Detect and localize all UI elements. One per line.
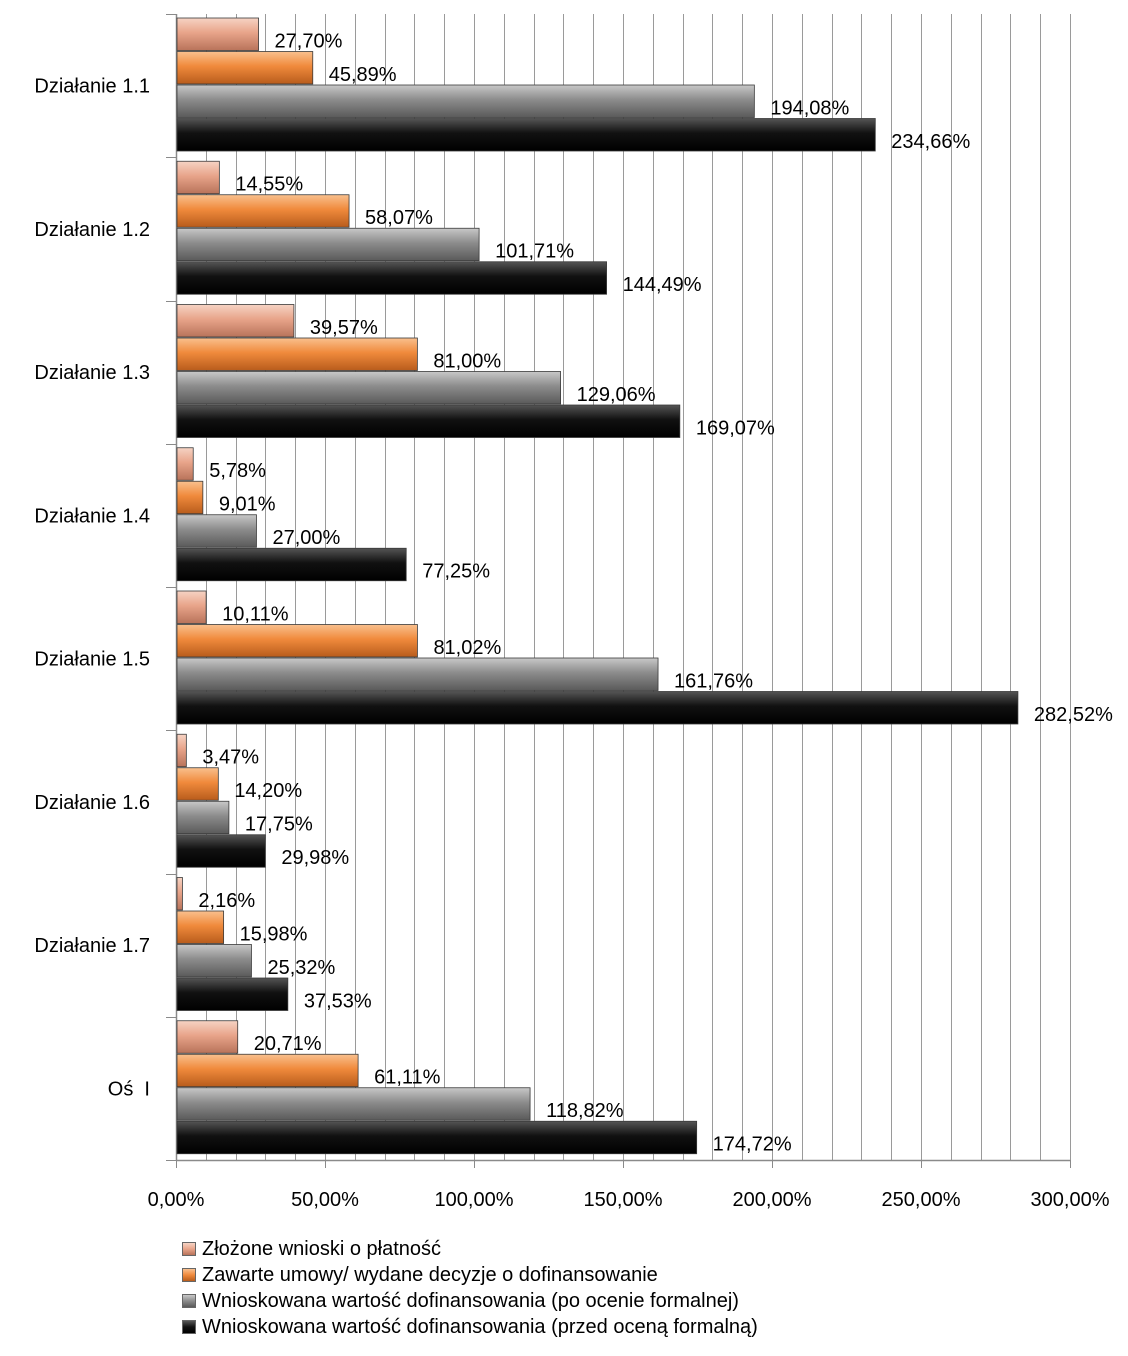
legend-label: Wnioskowana wartość dofinansowania (po o… <box>202 1289 739 1312</box>
bar <box>176 767 219 801</box>
data-label: 45,89% <box>329 64 397 86</box>
bar <box>176 514 257 548</box>
legend-swatch-icon <box>182 1320 196 1334</box>
data-label: 9,01% <box>219 494 276 516</box>
data-label: 81,00% <box>433 350 501 372</box>
legend-label: Złożone wnioski o płatność <box>202 1237 442 1260</box>
bar <box>176 1120 698 1155</box>
data-label: 169,07% <box>696 417 775 439</box>
bar <box>176 480 204 515</box>
data-label: 17,75% <box>245 814 313 836</box>
data-label: 129,06% <box>577 384 656 406</box>
bar <box>176 1087 531 1121</box>
bar <box>176 304 295 338</box>
data-label: 37,53% <box>304 990 372 1012</box>
legend-label: Wnioskowana wartość dofinansowania (prze… <box>202 1315 758 1338</box>
data-label: 14,20% <box>234 780 302 802</box>
legend: Złożone wnioski o płatność Zawarte umowy… <box>182 1236 758 1340</box>
axes <box>166 14 1071 1168</box>
data-label: 282,52% <box>1034 704 1113 726</box>
bar <box>176 337 418 371</box>
bar <box>176 227 480 262</box>
bar <box>176 194 350 228</box>
data-label: 174,72% <box>713 1134 792 1156</box>
gridlines <box>206 14 1071 1160</box>
bar <box>176 17 259 51</box>
bar <box>176 447 194 481</box>
category-label: Działanie 1.6 <box>34 792 150 814</box>
data-label: 3,47% <box>202 747 259 769</box>
x-tick-labels: 0,00% 50,00% 100,00% 150,00% 200,00% 250,00% 3… <box>148 1189 1110 1211</box>
bar <box>176 910 225 944</box>
data-label: 101,71% <box>495 241 574 263</box>
legend-swatch-icon <box>182 1242 196 1256</box>
data-label: 194,08% <box>770 97 849 119</box>
data-label: 27,00% <box>272 527 340 549</box>
x-tick-label: 100,00% <box>435 1189 514 1211</box>
bar <box>176 261 607 295</box>
legend-item: Zawarte umowy/ wydane decyzje o dofinans… <box>182 1262 758 1288</box>
x-tick-label: 0,00% <box>148 1189 205 1211</box>
data-label: 10,11% <box>222 603 289 625</box>
bar <box>176 733 187 768</box>
bar <box>176 118 876 152</box>
bar <box>176 404 681 438</box>
data-label: 61,11% <box>374 1067 441 1089</box>
category-label: Działanie 1.1 <box>34 76 150 98</box>
legend-item: Złożone wnioski o płatność <box>182 1236 758 1262</box>
category-label: Działanie 1.4 <box>34 505 150 527</box>
x-tick-label: 200,00% <box>733 1189 812 1211</box>
bar <box>176 834 266 868</box>
legend-label: Zawarte umowy/ wydane decyzje o dofinans… <box>202 1263 658 1286</box>
legend-swatch-icon <box>182 1294 196 1308</box>
data-label: 29,98% <box>281 847 349 869</box>
category-label: Oś I <box>108 1078 150 1100</box>
bar <box>176 590 207 624</box>
x-tick-label: 250,00% <box>882 1189 961 1211</box>
legend-item: Wnioskowana wartość dofinansowania (po o… <box>182 1288 758 1314</box>
data-label: 144,49% <box>623 274 702 296</box>
legend-item: Wnioskowana wartość dofinansowania (prze… <box>182 1314 758 1340</box>
category-labels: Działanie 1.1 Działanie 1.2 Działanie 1.3 D… <box>34 76 150 1101</box>
bar <box>176 1053 359 1088</box>
bar <box>176 547 407 582</box>
data-label: 27,70% <box>275 30 343 52</box>
x-tick-label: 300,00% <box>1031 1189 1110 1211</box>
category-label: Działanie 1.2 <box>34 219 150 241</box>
bar <box>176 657 659 691</box>
category-label: Działanie 1.3 <box>34 362 150 384</box>
data-label: 118,82% <box>546 1100 624 1122</box>
bar <box>176 691 1019 725</box>
x-tick-label: 150,00% <box>584 1189 663 1211</box>
category-label: Działanie 1.7 <box>34 935 150 957</box>
bar <box>176 877 183 911</box>
data-label: 14,55% <box>235 174 303 196</box>
category-label: Działanie 1.5 <box>34 649 150 671</box>
bar <box>176 371 561 405</box>
data-label: 2,16% <box>198 890 255 912</box>
x-tick-label: 50,00% <box>291 1189 359 1211</box>
data-label: 39,57% <box>310 317 378 339</box>
data-label: 25,32% <box>267 957 335 979</box>
data-label: 81,02% <box>433 637 501 659</box>
bar <box>176 944 252 978</box>
data-label: 20,71% <box>254 1033 322 1055</box>
bar <box>176 977 289 1011</box>
data-label: 5,78% <box>209 460 266 482</box>
bar <box>176 800 230 835</box>
data-label: 58,07% <box>365 207 433 229</box>
data-labels: 27,70% 45,89% 194,08% 234,66% 14,55% 58,07% 10… <box>198 30 1113 1155</box>
data-label: 234,66% <box>891 131 970 153</box>
bar <box>176 1020 239 1054</box>
data-label: 15,98% <box>240 923 308 945</box>
bars <box>176 17 1019 1155</box>
legend-swatch-icon <box>182 1268 196 1282</box>
bar <box>176 84 755 118</box>
bar <box>176 51 314 85</box>
data-label: 77,25% <box>422 561 490 583</box>
bar <box>176 160 220 195</box>
bar <box>176 624 418 658</box>
data-label: 161,76% <box>674 670 753 692</box>
